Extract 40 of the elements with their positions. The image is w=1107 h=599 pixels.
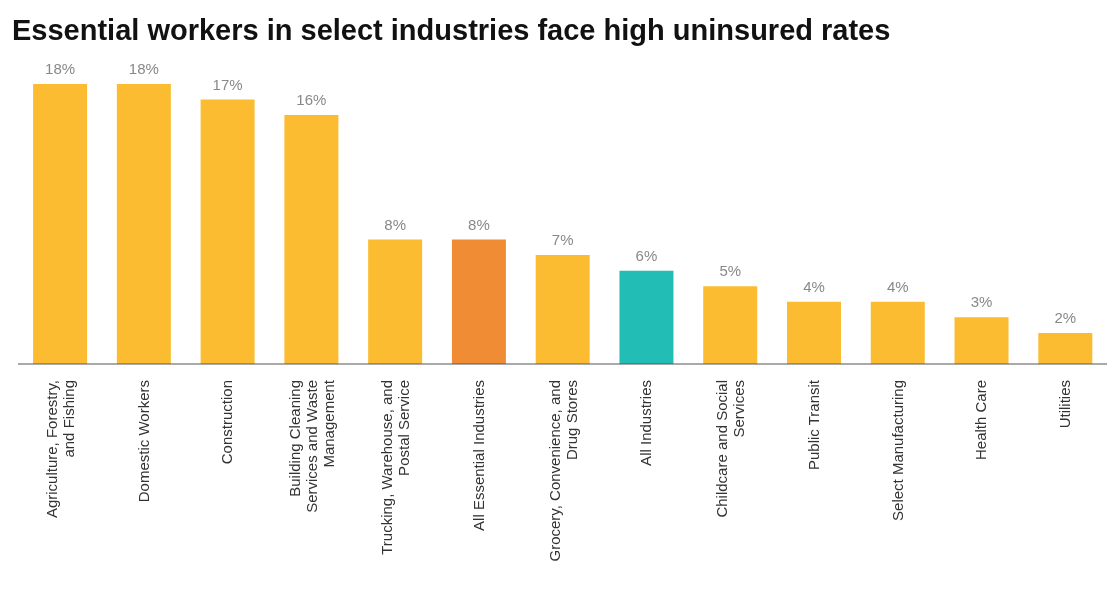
- bar: [787, 301, 841, 364]
- x-tick-label: Construction: [218, 380, 236, 465]
- data-label: 8%: [384, 215, 406, 233]
- bar: [535, 255, 590, 364]
- x-tick-label: Public Transit: [804, 379, 822, 471]
- data-label: 2%: [1054, 308, 1077, 326]
- data-label: 6%: [635, 246, 658, 264]
- data-label: 8%: [468, 215, 490, 233]
- bar: [284, 115, 339, 364]
- bar: [954, 317, 1009, 364]
- bar: [1038, 332, 1093, 364]
- data-label: 18%: [45, 60, 76, 77]
- data-label: 17%: [212, 75, 243, 93]
- x-tick-label: Domestic Workers: [134, 380, 152, 503]
- bar: [703, 286, 758, 364]
- bar: [619, 270, 674, 364]
- data-label: 4%: [803, 277, 825, 295]
- bar: [33, 84, 88, 364]
- chart-title: Essential workers in select industries face high uninsured rates: [11, 13, 892, 48]
- bar: [116, 84, 171, 364]
- x-tick-label: Agriculture, Forestry, and Fishing: [42, 380, 77, 519]
- bar: [368, 239, 423, 364]
- x-tick-label: All Industries: [637, 380, 655, 466]
- x-tick-label: Select Manufacturing: [888, 380, 906, 521]
- data-label: 3%: [970, 293, 993, 311]
- x-tick-label: Grocery, Convenience, and Drug Stores: [545, 380, 580, 562]
- bar: [451, 239, 506, 364]
- x-tick-label: Trucking, Warehouse, and Postal Service: [377, 380, 412, 555]
- data-label: 18%: [128, 60, 159, 77]
- data-label: 16%: [296, 91, 327, 109]
- x-tick-label: Childcare and Social Services: [713, 380, 748, 518]
- bar: [870, 301, 925, 364]
- data-label: 5%: [719, 262, 742, 280]
- x-tick-label: Building Cleaning Services and Waste Management: [286, 379, 338, 513]
- data-label: 4%: [886, 277, 909, 295]
- data-label: 7%: [551, 231, 574, 249]
- x-tick-label: All Essential Industries: [469, 380, 487, 531]
- bar: [200, 99, 255, 364]
- x-tick-label: Health Care: [972, 380, 990, 461]
- x-tick-label: Utilities: [1056, 380, 1074, 429]
